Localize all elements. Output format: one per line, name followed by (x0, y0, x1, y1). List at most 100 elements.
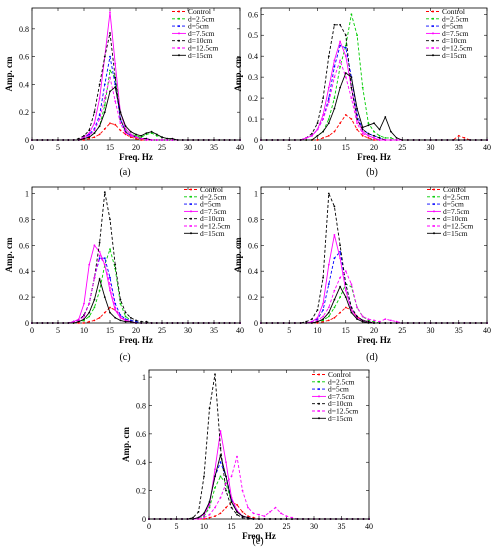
data-point (135, 319, 137, 322)
data-point (291, 516, 293, 519)
data-point (350, 97, 353, 99)
data-point (83, 137, 85, 140)
panel-caption: (d) (366, 352, 378, 363)
data-point (368, 518, 370, 520)
data-point (208, 407, 211, 410)
data-point (103, 296, 106, 298)
data-point (203, 475, 205, 478)
data-point (114, 62, 117, 65)
data-point (373, 319, 375, 322)
legend-marker (433, 232, 435, 235)
y-tick-label: 0 (25, 319, 29, 328)
data-point (311, 134, 313, 137)
data-point (367, 124, 370, 127)
data-point (327, 283, 330, 285)
x-tick-label: 20 (255, 522, 263, 531)
data-point (294, 322, 296, 324)
data-point (225, 482, 227, 485)
chart-panel: 0 5 10 15 20 25 30 35 40 0 0.2 0.4 0.6 0.8 1 Freq. Hz Am… (233, 185, 491, 363)
data-point (384, 322, 387, 324)
data-point (203, 513, 205, 516)
data-point (424, 139, 426, 141)
x-tick-label: 5 (56, 143, 60, 152)
data-point (327, 134, 330, 137)
data-point (213, 139, 215, 141)
y-axis-label: Amp. cm (4, 237, 14, 272)
data-point (228, 139, 231, 141)
data-point (311, 318, 313, 320)
data-point (339, 276, 341, 279)
y-tick-label: 0.4 (19, 267, 29, 276)
data-point (109, 90, 111, 93)
data-point (119, 111, 122, 114)
data-point (327, 311, 330, 314)
data-point (114, 100, 117, 102)
data-point (378, 128, 381, 131)
data-point (88, 132, 91, 135)
data-point (463, 139, 466, 141)
data-point (327, 118, 330, 120)
y-tick-label: 0.6 (19, 241, 29, 250)
data-point (333, 298, 336, 301)
data-point (109, 306, 111, 309)
panel-caption: (a) (119, 167, 130, 178)
data-point (407, 139, 409, 141)
data-point (322, 97, 324, 99)
data-point (311, 320, 313, 323)
data-point (145, 139, 148, 141)
data-point (294, 139, 296, 141)
legend-label: d=15cm (188, 51, 213, 60)
data-point (119, 122, 122, 125)
data-point (356, 34, 358, 37)
data-point (225, 461, 227, 464)
data-point (333, 59, 336, 62)
legend-marker (432, 10, 434, 13)
data-point (327, 55, 330, 58)
data-point (269, 511, 271, 513)
data-point (93, 111, 96, 114)
data-point (329, 518, 332, 520)
y-tick-label: 0.3 (248, 73, 258, 82)
data-point (322, 118, 324, 120)
data-point (51, 139, 54, 141)
data-point (219, 461, 222, 464)
data-point (463, 137, 466, 139)
data-point (109, 69, 111, 72)
data-point (202, 139, 205, 141)
data-point (339, 59, 341, 62)
data-point (129, 319, 132, 322)
x-tick-label: 10 (314, 143, 322, 152)
data-point (339, 44, 341, 47)
data-point (241, 511, 244, 513)
data-point (457, 139, 460, 141)
x-tick-label: 40 (483, 143, 491, 152)
data-point (114, 306, 117, 309)
data-point (322, 302, 324, 305)
data-point (429, 139, 432, 141)
data-point (88, 137, 91, 140)
data-point (109, 55, 111, 58)
legend-label: d=5cm (200, 200, 221, 209)
data-point (135, 322, 137, 324)
data-point (367, 137, 370, 139)
data-point (219, 496, 222, 499)
y-tick-label: 1 (25, 189, 29, 198)
data-point (203, 512, 205, 515)
data-point (218, 322, 221, 324)
y-tick-label: 0 (142, 515, 146, 524)
data-point (252, 512, 255, 515)
data-point (145, 137, 148, 140)
y-tick-label: 0.8 (136, 401, 146, 410)
data-point (166, 322, 169, 324)
data-point (356, 306, 358, 309)
data-point (373, 320, 375, 323)
data-point (98, 316, 101, 319)
data-point (339, 244, 341, 247)
x-tick-label: 15 (228, 522, 236, 531)
data-point (378, 137, 381, 139)
data-point (230, 475, 233, 478)
data-point (98, 133, 101, 136)
legend-marker (318, 373, 320, 376)
data-point (247, 518, 249, 520)
data-point (435, 139, 437, 141)
